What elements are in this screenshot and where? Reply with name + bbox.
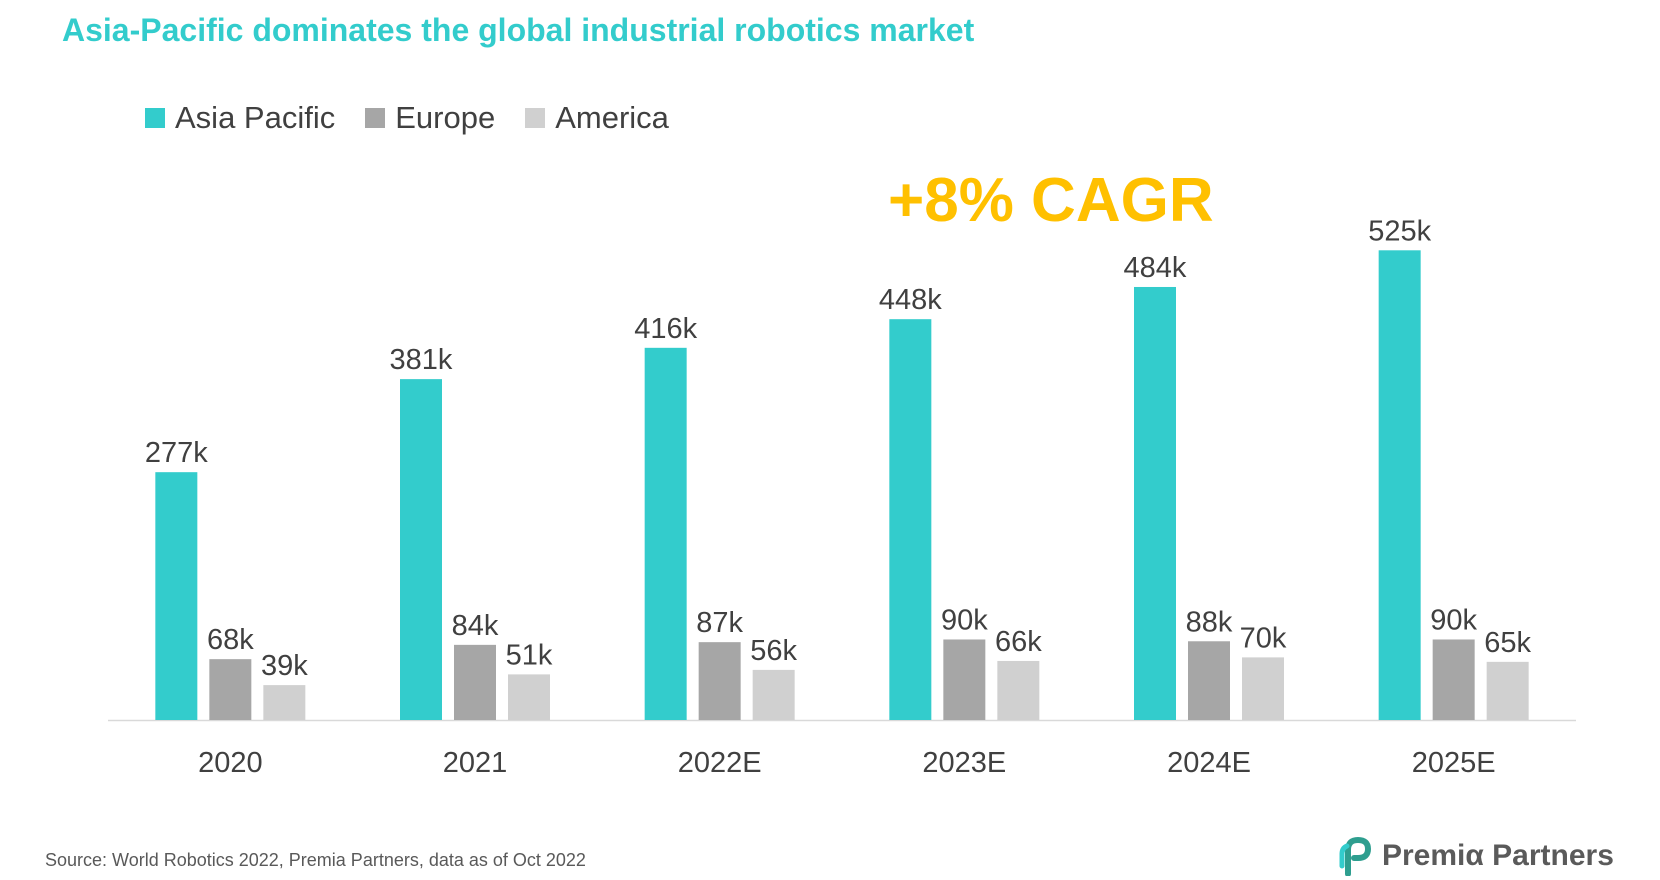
legend-swatch-europe [365, 108, 386, 128]
x-tick-label: 2024E [1167, 747, 1251, 779]
bar-america [1486, 661, 1529, 720]
premia-partners-logo: Premiα Partners [1338, 836, 1614, 876]
bar-asia-pacific [644, 347, 687, 720]
bar-america [1242, 657, 1284, 720]
bar-america [508, 674, 550, 720]
legend-item-asia-pacific: Asia Pacific [145, 100, 335, 136]
chart-title: Asia-Pacific dominates the global indust… [62, 12, 975, 48]
chart-legend: Asia Pacific Europe America [145, 100, 669, 136]
x-tick-label: 2025E [1412, 747, 1496, 779]
data-label-asia-pacific: 525k [1368, 215, 1431, 247]
legend-swatch-america [525, 108, 546, 128]
data-label-europe: 88k [1186, 606, 1233, 638]
legend-item-america: America [525, 100, 669, 136]
legend-label-europe: Europe [395, 100, 496, 135]
bar-america [752, 669, 795, 720]
legend-swatch-asia-pacific [145, 108, 165, 128]
bar-europe [454, 644, 496, 720]
cagr-annotation: +8% CAGR [888, 166, 1214, 235]
data-label-america: 65k [1484, 627, 1531, 659]
bar-asia-pacific [1378, 250, 1421, 721]
legend-label-america: America [555, 100, 669, 135]
logo-text: Premiα Partners [1382, 839, 1614, 872]
data-label-asia-pacific: 484k [1124, 252, 1187, 284]
data-label-europe: 68k [207, 624, 254, 656]
x-tick-label: 2020 [198, 747, 263, 779]
x-tick-label: 2022E [678, 747, 762, 779]
x-tick-label: 2023E [922, 747, 1006, 779]
bar-europe [1188, 641, 1230, 720]
data-label-europe: 90k [1430, 604, 1477, 636]
bar-europe [209, 659, 252, 720]
data-label-asia-pacific: 416k [634, 313, 697, 345]
bar-asia-pacific [889, 319, 932, 720]
bar-america [997, 660, 1040, 720]
data-label-america: 66k [995, 626, 1042, 658]
data-label-asia-pacific: 448k [879, 284, 942, 316]
bar-asia-pacific [155, 472, 198, 720]
bar-america [263, 685, 306, 720]
legend-item-europe: Europe [365, 100, 495, 136]
bar-europe [943, 639, 986, 720]
data-label-america: 56k [750, 635, 797, 667]
source-note: Source: World Robotics 2022, Premia Part… [45, 850, 586, 870]
data-label-america: 39k [261, 650, 308, 682]
x-tick-label: 2021 [443, 747, 508, 779]
legend-label-asia-pacific: Asia Pacific [175, 100, 336, 135]
premia-logo-icon [1339, 836, 1372, 876]
data-label-europe: 87k [696, 607, 743, 639]
bar-asia-pacific [1134, 286, 1176, 720]
data-label-asia-pacific: 381k [390, 344, 453, 376]
bar-asia-pacific [400, 379, 442, 720]
bar-europe [1432, 639, 1475, 720]
data-label-europe: 90k [941, 604, 988, 636]
bar-europe [698, 642, 741, 720]
data-label-america: 70k [1240, 622, 1287, 654]
data-label-europe: 84k [452, 610, 499, 642]
data-label-america: 51k [506, 639, 553, 671]
data-label-asia-pacific: 277k [145, 437, 208, 469]
